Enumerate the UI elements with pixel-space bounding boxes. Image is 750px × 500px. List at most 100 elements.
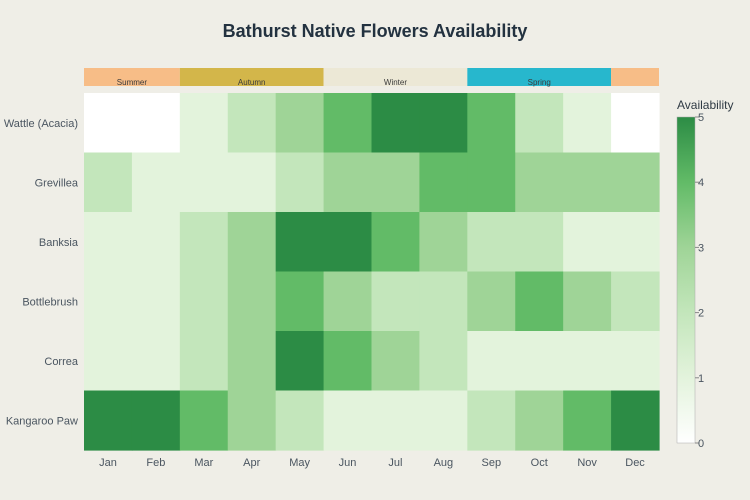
x-tick-label: Apr (243, 457, 260, 469)
heatmap-cell (323, 271, 373, 332)
heatmap-cell (371, 152, 421, 213)
heatmap-cell (419, 93, 468, 154)
heatmap-cell (131, 212, 181, 273)
y-tick-label: Wattle (Acacia) (4, 118, 78, 130)
heatmap-cell (323, 212, 373, 273)
heatmap-cell (611, 212, 660, 273)
heatmap-cell (131, 271, 181, 332)
heatmap-cell (179, 152, 229, 213)
heatmap-cell (323, 390, 373, 451)
x-tick-label: Aug (434, 457, 454, 469)
heatmap-cell (131, 331, 181, 392)
season-band: Summer Autumn Winter Spring (84, 68, 659, 87)
heatmap-cell (611, 390, 660, 451)
chart-title: Bathurst Native Flowers Availability (223, 21, 528, 41)
heatmap-cell (84, 271, 133, 332)
heatmap-cell (419, 331, 468, 392)
y-tick-label: Correa (44, 356, 79, 368)
heatmap-cell (275, 390, 325, 451)
season-label: Winter (384, 78, 407, 87)
heatmap-cell (611, 152, 660, 213)
x-tick-label: Dec (625, 457, 645, 469)
heatmap-cell (227, 152, 277, 213)
heatmap-cells (84, 93, 660, 451)
heatmap-cell (227, 212, 277, 273)
heatmap-cell (323, 152, 373, 213)
x-tick-label: Jan (99, 457, 117, 469)
heatmap-cell (179, 271, 229, 332)
x-tick-label: May (289, 457, 310, 469)
heatmap-cell (515, 390, 564, 451)
colorbar-tick-label: 1 (698, 373, 704, 385)
heatmap-cell (563, 93, 612, 154)
heatmap-cell (563, 271, 612, 332)
heatmap-cell (467, 212, 516, 273)
season-segment (84, 68, 180, 86)
heatmap-cell (227, 93, 277, 154)
season-label: Summer (117, 78, 148, 87)
heatmap-cell (227, 390, 277, 451)
heatmap-cell (275, 271, 325, 332)
y-axis-ticks: Wattle (Acacia) Grevillea Banksia Bottlebru… (4, 118, 79, 428)
colorbar-tick-label: 2 (698, 308, 704, 320)
y-tick-label: Banksia (39, 237, 79, 249)
x-tick-label: Oct (531, 457, 548, 469)
heatmap-cell (84, 93, 133, 154)
heatmap-cell (467, 93, 516, 154)
colorbar-tick-label: 4 (698, 177, 704, 189)
heatmap-cell (467, 152, 516, 213)
heatmap-cell (371, 271, 421, 332)
heatmap-cell (371, 93, 421, 154)
colorbar-tick-label: 0 (698, 438, 704, 450)
heatmap-cell (275, 331, 325, 392)
colorbar-gradient (676, 116, 696, 444)
heatmap-cell (515, 271, 564, 332)
heatmap-cell (419, 212, 468, 273)
heatmap-cell (467, 271, 516, 332)
heatmap-cell (84, 390, 133, 451)
heatmap-cell (419, 271, 468, 332)
heatmap-cell (179, 390, 229, 451)
heatmap-cell (131, 390, 181, 451)
heatmap-cell (611, 93, 660, 154)
heatmap-cell (419, 152, 468, 213)
heatmap-cell (275, 212, 325, 273)
heatmap-cell (131, 152, 181, 213)
colorbar-tick-label: 3 (698, 242, 704, 254)
x-tick-label: Jun (339, 457, 357, 469)
season-label: Autumn (238, 78, 266, 87)
y-tick-label: Kangaroo Paw (6, 415, 78, 427)
heatmap-cell (515, 212, 564, 273)
season-segment (611, 68, 659, 86)
heatmap-cell (611, 331, 660, 392)
heatmap-cell (179, 93, 229, 154)
heatmap-cell (515, 331, 564, 392)
x-tick-label: Feb (146, 457, 165, 469)
heatmap-cell (563, 152, 612, 213)
y-tick-label: Grevillea (35, 177, 79, 189)
heatmap-cell (227, 331, 277, 392)
heatmap-cell (419, 390, 468, 451)
heatmap-cell (131, 93, 181, 154)
heatmap-cell (179, 331, 229, 392)
season-label: Spring (528, 78, 551, 87)
season-segment (323, 68, 468, 86)
heatmap-cell (515, 93, 564, 154)
heatmap-cell (323, 93, 373, 154)
x-tick-label: Jul (388, 457, 402, 469)
heatmap-cell (611, 271, 660, 332)
heatmap-cell (371, 331, 421, 392)
heatmap-cell (275, 152, 325, 213)
heatmap-cell (275, 93, 325, 154)
heatmap-cell (84, 331, 133, 392)
heatmap-cell (515, 152, 564, 213)
colorbar-title: Availability (677, 98, 733, 112)
heatmap-cell (563, 212, 612, 273)
heatmap-cell (84, 152, 133, 213)
colorbar-tick-label: 5 (698, 112, 704, 124)
y-tick-label: Bottlebrush (22, 296, 78, 308)
heatmap-cell (227, 271, 277, 332)
x-tick-label: Nov (577, 457, 597, 469)
heatmap-cell (467, 390, 516, 451)
